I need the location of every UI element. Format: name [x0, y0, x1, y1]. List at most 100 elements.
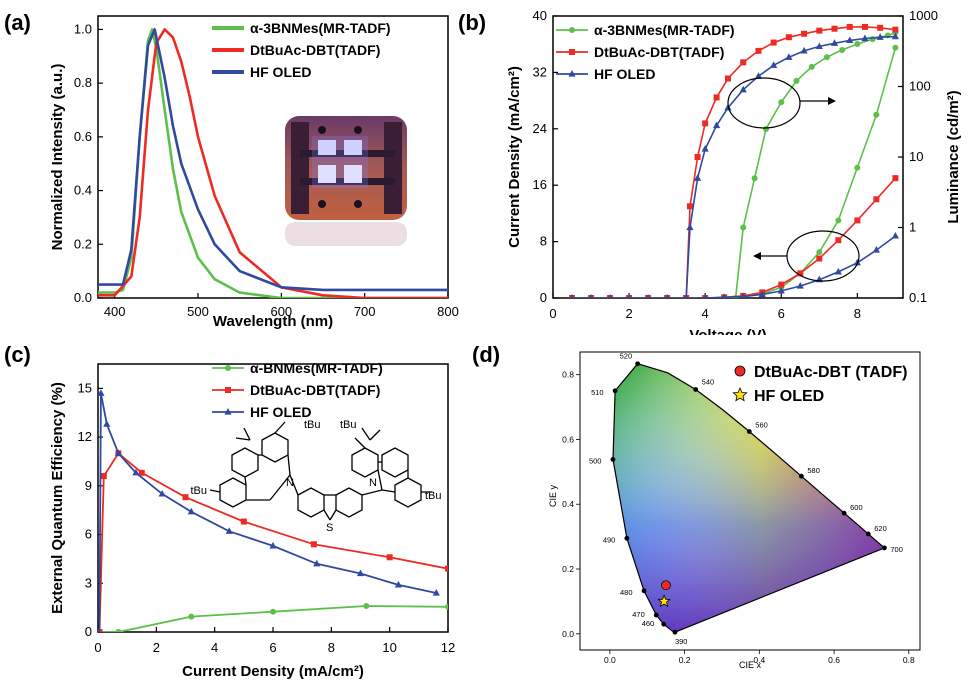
current-density-marker	[645, 294, 651, 298]
series-line	[98, 28, 448, 292]
luminance-marker	[683, 294, 689, 298]
luminance-marker	[778, 99, 785, 106]
series-marker	[158, 489, 166, 497]
wavelength-point	[693, 387, 699, 392]
wavelength-label: 540	[702, 377, 715, 386]
wavelength-point	[798, 473, 804, 479]
x-tick-label: 600	[270, 304, 292, 319]
y-tick-label: 32	[533, 64, 547, 79]
legend-label: DtBuAc-DBT(TADF)	[250, 42, 380, 58]
y2-tick-label: 10	[909, 149, 923, 164]
luminance-marker	[808, 63, 815, 70]
x-tick-label: 0.0	[604, 655, 616, 665]
y-tick-label: 0.4	[562, 499, 574, 509]
y-tick-label: 0.8	[74, 75, 92, 90]
wavelength-point	[881, 545, 887, 551]
x-tick-label: 6	[778, 306, 785, 321]
legend-marker	[732, 386, 748, 402]
cie-point-circle	[661, 580, 671, 591]
series-marker	[313, 559, 321, 567]
luminance-marker	[891, 32, 899, 40]
legend-marker	[225, 387, 231, 393]
atom-label: S	[326, 522, 333, 534]
series-marker	[103, 420, 111, 427]
luminance-marker	[830, 39, 839, 46]
y-tick-label: 0	[85, 624, 92, 639]
current-density-marker	[873, 196, 880, 203]
x-tick-label: 400	[104, 304, 126, 319]
y-tick-label: 12	[78, 429, 92, 444]
panel-b-ylabel: Current Density (mA/cm²)	[506, 66, 523, 248]
x-tick-label: 0	[549, 306, 556, 321]
x-tick-label: 2	[625, 306, 632, 321]
current-density-marker	[569, 294, 575, 298]
luminance-marker	[785, 53, 793, 60]
legend-label: DtBuAc-DBT (TADF)	[754, 364, 907, 381]
atom-label: N	[369, 477, 377, 489]
panel-d-xlabel: CIE x	[739, 660, 762, 670]
wavelength-point	[641, 588, 647, 594]
series-line	[98, 393, 437, 632]
luminance-marker	[693, 174, 702, 181]
luminance-marker	[713, 94, 720, 101]
tbu-label: tBu	[425, 490, 442, 502]
series-marker	[225, 527, 233, 534]
wavelength-point	[672, 629, 678, 635]
panel-a-xlabel: Wavelength (nm)	[213, 313, 333, 330]
luminance-marker	[754, 72, 763, 79]
legend-label: α-3BNMes(MR-TADF)	[594, 22, 735, 38]
luminance-marker	[763, 125, 770, 132]
panel-d-frame	[579, 351, 921, 651]
luminance-marker	[861, 23, 868, 30]
x-tick-label: 800	[437, 304, 459, 319]
series-marker	[269, 541, 277, 549]
series-marker	[187, 507, 195, 515]
wavelength-label: 390	[675, 637, 688, 646]
wavelength-label: 600	[850, 503, 863, 512]
wavelength-label: 510	[591, 388, 604, 397]
series-marker	[394, 580, 403, 588]
panel-b-ylabel-right: Luminance (cd/m²)	[945, 90, 962, 223]
luminance-marker	[876, 33, 884, 40]
legend-label: α-BNMes(MR-TADF)	[250, 360, 383, 376]
y-tick-label: 0.6	[74, 129, 92, 144]
y-tick-label: 0	[540, 290, 547, 305]
current-density-marker	[797, 270, 804, 277]
current-density-marker	[834, 267, 842, 275]
luminance-marker	[854, 41, 861, 48]
luminance-marker	[785, 34, 792, 41]
luminance-marker	[816, 27, 823, 34]
x-tick-label: 8	[328, 640, 335, 655]
current-density-marker	[892, 175, 899, 182]
current-density-line	[572, 47, 897, 298]
wavelength-label: 700	[890, 545, 903, 554]
legend-marker	[224, 408, 232, 415]
x-tick-label: 12	[441, 640, 455, 655]
current-density-marker	[854, 217, 861, 224]
y2-tick-label: 1000	[909, 8, 938, 23]
y-tick-label: 15	[78, 380, 92, 395]
current-density-marker	[816, 249, 823, 256]
current-density-marker	[588, 294, 594, 298]
x-tick-label: 500	[187, 304, 209, 319]
luminance-marker	[839, 46, 846, 53]
current-density-marker	[835, 217, 842, 224]
x-tick-label: 0.8	[903, 655, 915, 665]
x-tick-label: 700	[354, 304, 376, 319]
x-tick-label: 4	[702, 306, 709, 321]
series-marker	[356, 569, 365, 577]
series-marker	[100, 473, 107, 480]
series-marker	[98, 389, 105, 396]
current-density-marker	[853, 258, 861, 266]
luminance-marker	[861, 34, 869, 42]
y-tick-label: 3	[85, 575, 92, 590]
luminance-marker	[793, 77, 800, 84]
series-marker	[270, 608, 276, 615]
current-density-marker	[778, 281, 785, 288]
wavelength-label: 470	[632, 610, 645, 619]
y-tick-label: 1.0	[74, 21, 92, 36]
series-marker	[138, 469, 145, 476]
wavelength-point	[610, 457, 616, 462]
panel-label-a: (a)	[4, 10, 31, 35]
